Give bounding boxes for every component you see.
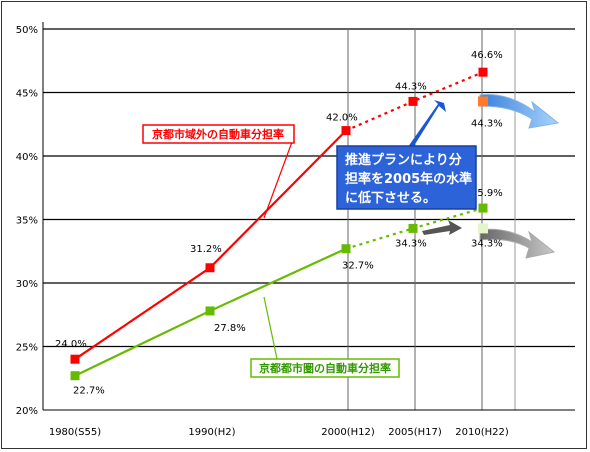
red-series-callout: 京都市域外の自動車分担率 (142, 124, 295, 144)
data-label: 22.7% (73, 386, 105, 397)
y-tick-label: 35% (16, 216, 38, 227)
data-label: 31.2% (190, 244, 222, 255)
plan-note-box: 推進プランにより分 担率を2005年の水準 に低下させる。 (336, 145, 477, 210)
green-series-callout: 京都都市圏の自動車分担率 (250, 358, 400, 378)
x-tick-label: 2010(H22) (455, 427, 509, 438)
data-label: 32.7% (342, 261, 374, 272)
x-tick-label: 1980(S55) (49, 427, 101, 438)
data-label: 42.0% (326, 113, 358, 124)
plan-note-line-3: に低下させる。 (345, 190, 436, 206)
x-tick-label: 1990(H2) (188, 427, 235, 438)
data-point (341, 126, 351, 136)
data-label: 35.9% (471, 188, 503, 199)
data-point (408, 96, 418, 106)
target-label: 34.3% (471, 238, 503, 249)
target-point (478, 223, 488, 234)
data-point (341, 244, 351, 254)
y-tick-label: 50% (16, 25, 38, 36)
red-series-callout-text: 京都市域外の自動車分担率 (152, 127, 284, 141)
data-point (70, 354, 80, 364)
plan-note-line-1: 推進プランにより分 (345, 152, 462, 168)
y-tick-label: 30% (16, 279, 38, 290)
data-point (70, 371, 80, 381)
y-tick-label: 45% (16, 89, 38, 100)
series-group: 24.0% 31.2% 42.0% 44.3% 46.6% 44.3% 22.7% 27.8%… (55, 50, 503, 397)
green-series-callout-text: 京都都市圏の自動車分担率 (259, 361, 391, 375)
data-label: 24.0% (55, 339, 87, 350)
small-dark-arrow (422, 220, 462, 235)
gray-reduction-arrow (479, 228, 556, 259)
red-callout-leader (263, 141, 293, 219)
data-label: 44.3% (395, 81, 427, 92)
blue-reduction-arrow (479, 93, 560, 129)
target-point (478, 96, 488, 107)
data-point (478, 203, 488, 213)
data-label: 46.6% (471, 50, 503, 61)
data-label: 27.8% (214, 323, 246, 334)
reduction-arrows (422, 93, 560, 259)
x-axis-ticks: 1980(S55) 1990(H2) 2000(H12) 2005(H17) 2010(… (49, 427, 509, 438)
y-tick-label: 20% (16, 406, 38, 417)
x-tick-label: 2000(H12) (321, 427, 375, 438)
target-label: 44.3% (471, 118, 503, 129)
data-point (205, 306, 215, 316)
line-chart: 20% 25% 30% 35% 40% 45% 50% 1980(S55) 1990(H2) 2… (16, 22, 575, 438)
data-point (478, 67, 488, 77)
data-point (205, 263, 215, 273)
data-label: 34.3% (395, 238, 427, 249)
gridlines (43, 28, 575, 410)
green-callout-leader (263, 296, 278, 360)
y-axis-ticks: 20% 25% 30% 35% 40% 45% 50% (16, 25, 38, 417)
y-tick-label: 40% (16, 152, 38, 163)
plan-note-line-2: 担率を2005年の水準 (345, 171, 472, 187)
note-pointer (403, 100, 446, 157)
x-tick-label: 2005(H17) (388, 427, 442, 438)
data-point (408, 223, 418, 233)
y-tick-label: 25% (16, 343, 38, 354)
